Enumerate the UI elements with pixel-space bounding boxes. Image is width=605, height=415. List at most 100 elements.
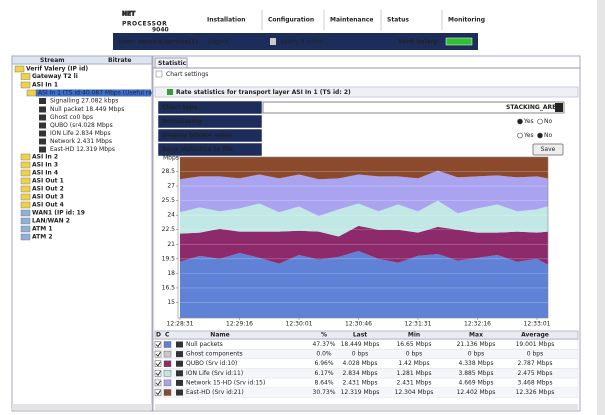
table-cell: 12.304 Mbps — [395, 389, 434, 396]
tree-item[interactable]: Verif Valery (IP id) — [26, 66, 88, 73]
tree-item[interactable]: ATM 2 — [32, 234, 53, 241]
setting-label: Save statistics to file — [162, 146, 233, 153]
column-header[interactable]: D — [156, 332, 161, 339]
session-icon — [270, 38, 276, 45]
tree-item[interactable]: Ghost co0 bps — [50, 114, 93, 121]
tree-item[interactable]: LAN/WAN 2 — [32, 218, 70, 225]
radio[interactable] — [517, 132, 523, 139]
radio[interactable] — [537, 132, 543, 139]
checkbox[interactable] — [154, 370, 162, 377]
dropdown[interactable] — [262, 101, 565, 114]
nav-item[interactable]: Maintenance — [330, 17, 374, 24]
tree-item[interactable]: Gateway T2 li — [32, 73, 78, 80]
device-status — [445, 37, 473, 46]
column-header[interactable]: Last — [353, 332, 367, 339]
tree-icon — [20, 209, 31, 217]
radio[interactable] — [537, 118, 543, 125]
save-button[interactable] — [532, 143, 564, 156]
tree-header — [11, 55, 153, 65]
table-cell: 2.787 Mbps — [517, 360, 552, 367]
tree-icon — [20, 73, 31, 80]
table-header — [154, 330, 579, 340]
tree-item[interactable]: ASI In 2 — [32, 154, 58, 161]
y-tick-label: 15 — [167, 299, 175, 306]
setting-label: Display bitrate value — [162, 132, 232, 139]
color-swatch — [163, 350, 172, 358]
y-tick-label: 28.5 — [162, 168, 176, 175]
section-title[interactable]: Chart settings — [166, 71, 208, 78]
tree-item[interactable]: ION Life 2.834 Mbps — [50, 130, 111, 137]
checkbox[interactable] — [154, 360, 162, 367]
tree-item[interactable]: ASI Out 3 — [32, 194, 64, 201]
tree-item[interactable]: ASI Out 4 — [32, 202, 64, 209]
tree-item[interactable]: East-HD 12.319 Mbps — [50, 146, 115, 153]
y-tick-label: 18 — [167, 270, 175, 277]
tree-selection — [36, 89, 151, 97]
column-header[interactable]: Min — [408, 332, 420, 339]
table-cell: 47.37% — [313, 341, 336, 348]
nav-item[interactable]: Installation — [207, 17, 245, 24]
table-cell: 0 bps — [468, 351, 484, 358]
y-tick-label: 16.5 — [162, 284, 176, 291]
area — [180, 200, 548, 237]
tree-item[interactable]: Signalling 27.082 kbps — [50, 98, 118, 105]
tree-icon — [20, 225, 31, 233]
radio[interactable] — [517, 118, 523, 125]
dropdown-value[interactable]: STACKING_AREA — [506, 104, 561, 111]
tree-icon — [20, 217, 31, 225]
tree-panel — [11, 55, 153, 412]
column-header[interactable]: % — [321, 332, 327, 339]
save-button-label[interactable]: Save — [541, 146, 556, 153]
radio-label: No — [544, 118, 552, 125]
series-name: Null packets — [186, 341, 223, 348]
nav-item[interactable]: Configuration — [268, 17, 314, 24]
checkbox[interactable] — [154, 350, 162, 358]
setting-label: Antialiasing — [162, 118, 202, 125]
series-name: ION Life (Srv id:11) — [186, 370, 243, 377]
tree-item[interactable]: WAN1 (IP id: 19 — [32, 210, 85, 217]
column-header[interactable]: C — [165, 332, 170, 339]
tree-item[interactable]: ATM 1 — [32, 226, 53, 233]
checkbox[interactable] — [154, 389, 162, 396]
tree-icon — [39, 122, 46, 129]
table-cell: 8.64% — [314, 379, 333, 386]
color-swatch — [163, 370, 172, 377]
tree-item[interactable]: ASI In 1 (TS id:40.087 Mbps (Useful rate — [38, 90, 158, 97]
logout[interactable]: Logout — [208, 39, 229, 46]
table-cell: 12.319 Mbps — [341, 389, 380, 396]
tree-item[interactable]: Null packet 18.449 Mbps — [50, 106, 124, 113]
table-cell: 0 bps — [352, 351, 368, 358]
series-name: QUBO (Srv id:10) — [186, 360, 237, 367]
tree-item[interactable]: ASI In 1 — [32, 82, 58, 89]
check — [155, 361, 161, 367]
area — [180, 170, 548, 217]
session[interactable]: Valery 9 juillet ... — [280, 39, 331, 46]
table-cell: 2.431 Mbps — [342, 379, 377, 386]
logo: PROCESSOR — [122, 21, 167, 28]
area — [180, 157, 548, 180]
nav-item[interactable]: Monitoring — [448, 17, 485, 24]
radio-label: Yes — [523, 132, 534, 139]
column-header[interactable]: Average — [521, 332, 549, 339]
area — [180, 225, 548, 265]
table-cell: 6.17% — [314, 370, 333, 377]
tree-item[interactable]: Network 2.431 Mbps — [50, 138, 112, 145]
table-cell: 21.136 Mbps — [457, 341, 496, 348]
checkbox[interactable] — [154, 341, 162, 348]
table-cell: 12.326 Mbps — [516, 389, 555, 396]
nav-item[interactable]: Status — [387, 17, 409, 24]
checkbox[interactable] — [154, 379, 162, 387]
tab[interactable]: Statistic — [158, 60, 187, 67]
color-swatch — [163, 360, 172, 367]
tree-icon — [20, 233, 31, 241]
tree-item[interactable]: ASI In 4 — [32, 170, 58, 177]
tree-item[interactable]: QUBO (sr4.028 Mbps — [50, 122, 113, 129]
tree-item[interactable]: ASI Out 2 — [32, 186, 64, 193]
column-header[interactable]: Name — [210, 332, 229, 339]
tree-item[interactable]: ASI Out 1 — [32, 178, 64, 185]
tree-item[interactable]: ASI In 3 — [32, 162, 58, 169]
tree-icon — [14, 65, 25, 73]
tree-header: Bitrate — [108, 57, 131, 64]
column-header[interactable]: Max — [469, 332, 483, 339]
